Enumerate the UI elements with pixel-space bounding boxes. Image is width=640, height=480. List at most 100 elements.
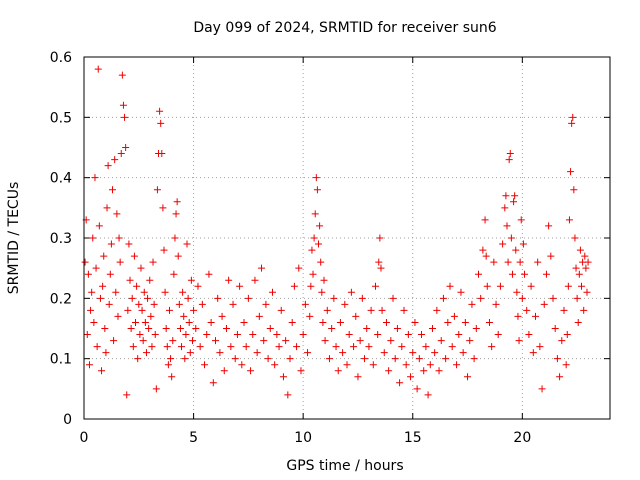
data-point	[216, 349, 224, 357]
data-point	[108, 186, 116, 194]
data-point	[398, 343, 406, 351]
data-point	[268, 288, 276, 296]
data-point	[361, 355, 369, 363]
data-point	[418, 331, 426, 339]
data-point	[363, 325, 371, 332]
data-point	[205, 270, 213, 278]
data-point	[504, 258, 512, 266]
data-point	[325, 355, 333, 363]
data-point	[95, 222, 103, 230]
data-point	[323, 306, 331, 314]
data-point	[301, 300, 309, 308]
data-point	[83, 331, 91, 339]
data-point	[282, 337, 290, 345]
data-point	[297, 367, 305, 375]
x-tick-label: 10	[294, 430, 312, 446]
data-point	[188, 337, 196, 345]
data-point	[502, 192, 510, 200]
data-point	[104, 162, 112, 170]
data-point	[149, 258, 157, 266]
data-point	[182, 331, 190, 339]
data-point	[128, 294, 136, 302]
data-point	[279, 373, 287, 381]
data-point	[151, 331, 159, 339]
data-point	[450, 312, 458, 320]
data-point	[556, 373, 564, 381]
y-tick-label: 0	[63, 412, 72, 428]
data-point	[113, 210, 121, 218]
data-point	[315, 240, 323, 248]
data-point	[513, 288, 521, 296]
data-point	[139, 337, 147, 345]
data-point	[159, 204, 167, 212]
data-point	[140, 288, 148, 296]
data-point	[175, 300, 183, 308]
data-point	[288, 318, 296, 326]
data-point	[534, 258, 542, 266]
data-point	[236, 282, 244, 290]
data-point	[575, 270, 583, 278]
data-point	[377, 264, 385, 272]
data-point	[567, 168, 575, 176]
data-point	[499, 240, 507, 248]
data-point	[170, 270, 178, 278]
data-point	[547, 252, 555, 260]
data-point	[387, 337, 395, 345]
data-point	[88, 288, 96, 296]
data-point	[141, 318, 149, 326]
data-point	[448, 343, 456, 351]
data-point	[389, 294, 397, 302]
data-point	[321, 337, 329, 345]
data-point	[100, 252, 108, 260]
data-point	[111, 156, 119, 164]
y-tick-label: 0.1	[50, 352, 72, 368]
data-point	[525, 331, 533, 339]
data-point	[367, 306, 375, 314]
data-point	[459, 349, 467, 357]
data-point	[560, 306, 568, 314]
data-point	[186, 349, 194, 357]
data-point	[508, 270, 516, 278]
data-point	[496, 282, 504, 290]
data-point	[153, 186, 161, 194]
data-point	[103, 204, 111, 212]
data-point	[422, 343, 430, 351]
y-tick-label: 0.3	[50, 231, 72, 247]
data-point	[133, 282, 141, 290]
data-point	[119, 101, 127, 109]
data-point	[470, 355, 478, 363]
data-point	[258, 264, 266, 272]
data-point	[562, 361, 570, 369]
data-point	[123, 391, 131, 399]
data-point	[442, 355, 450, 363]
data-point	[180, 312, 188, 320]
data-point	[347, 288, 355, 296]
data-point	[138, 306, 146, 314]
data-point	[510, 198, 518, 206]
data-point	[173, 198, 181, 206]
data-point	[91, 174, 99, 182]
data-point	[551, 325, 559, 332]
data-point	[190, 306, 198, 314]
chart-title: Day 099 of 2024, SRMTID for receiver sun…	[193, 20, 496, 36]
data-point	[277, 306, 285, 314]
data-point	[313, 186, 321, 194]
data-point	[444, 318, 452, 326]
data-point	[160, 246, 168, 254]
data-point	[126, 276, 134, 284]
data-point	[446, 282, 454, 290]
data-point	[222, 325, 230, 332]
data-point	[209, 379, 217, 387]
data-point	[356, 337, 364, 345]
data-point	[98, 367, 106, 375]
data-point	[519, 240, 527, 248]
data-point	[231, 355, 239, 363]
data-point	[354, 373, 362, 381]
data-point	[275, 343, 283, 351]
data-point	[584, 258, 592, 266]
data-point	[576, 246, 584, 254]
data-point	[437, 337, 445, 345]
data-point	[293, 343, 301, 351]
data-point	[582, 264, 590, 272]
data-point	[266, 325, 274, 332]
